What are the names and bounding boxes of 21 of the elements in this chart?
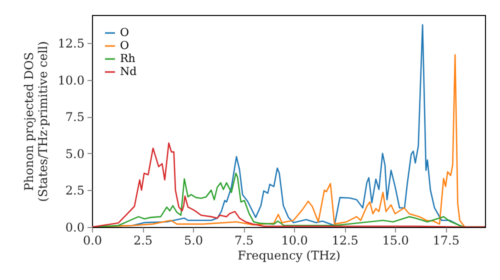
legend-label: Nd <box>120 65 137 78</box>
y-tick-label: 2.5 <box>65 184 84 198</box>
x-axis-title: Frequency (THz) <box>238 248 340 262</box>
legend-label: Rh <box>120 52 136 65</box>
x-tick-label: 12.5 <box>332 234 358 248</box>
y-tick-label: 10.0 <box>58 73 84 88</box>
x-tick-label: 10.0 <box>281 234 308 248</box>
line-series <box>92 142 485 227</box>
y-tick-label: 12.5 <box>58 36 84 50</box>
x-tick-label: 17.5 <box>432 234 460 248</box>
y-tick-label: 5.0 <box>65 146 84 161</box>
x-tick-label: 15.0 <box>382 234 409 248</box>
legend-label: O <box>120 39 130 52</box>
x-tick-label: 0.0 <box>82 234 102 248</box>
y-axis-title: Phonon projected DOS (States/THz·primitive cell) <box>22 41 50 202</box>
y-tick-label: 0.0 <box>65 220 84 234</box>
legend-label: O <box>120 26 130 39</box>
x-tick-label: 5.0 <box>184 234 204 248</box>
x-tick-label: 7.5 <box>234 234 254 248</box>
y-tick-label: 7.5 <box>65 110 84 124</box>
x-tick-label: 2.5 <box>133 234 153 248</box>
